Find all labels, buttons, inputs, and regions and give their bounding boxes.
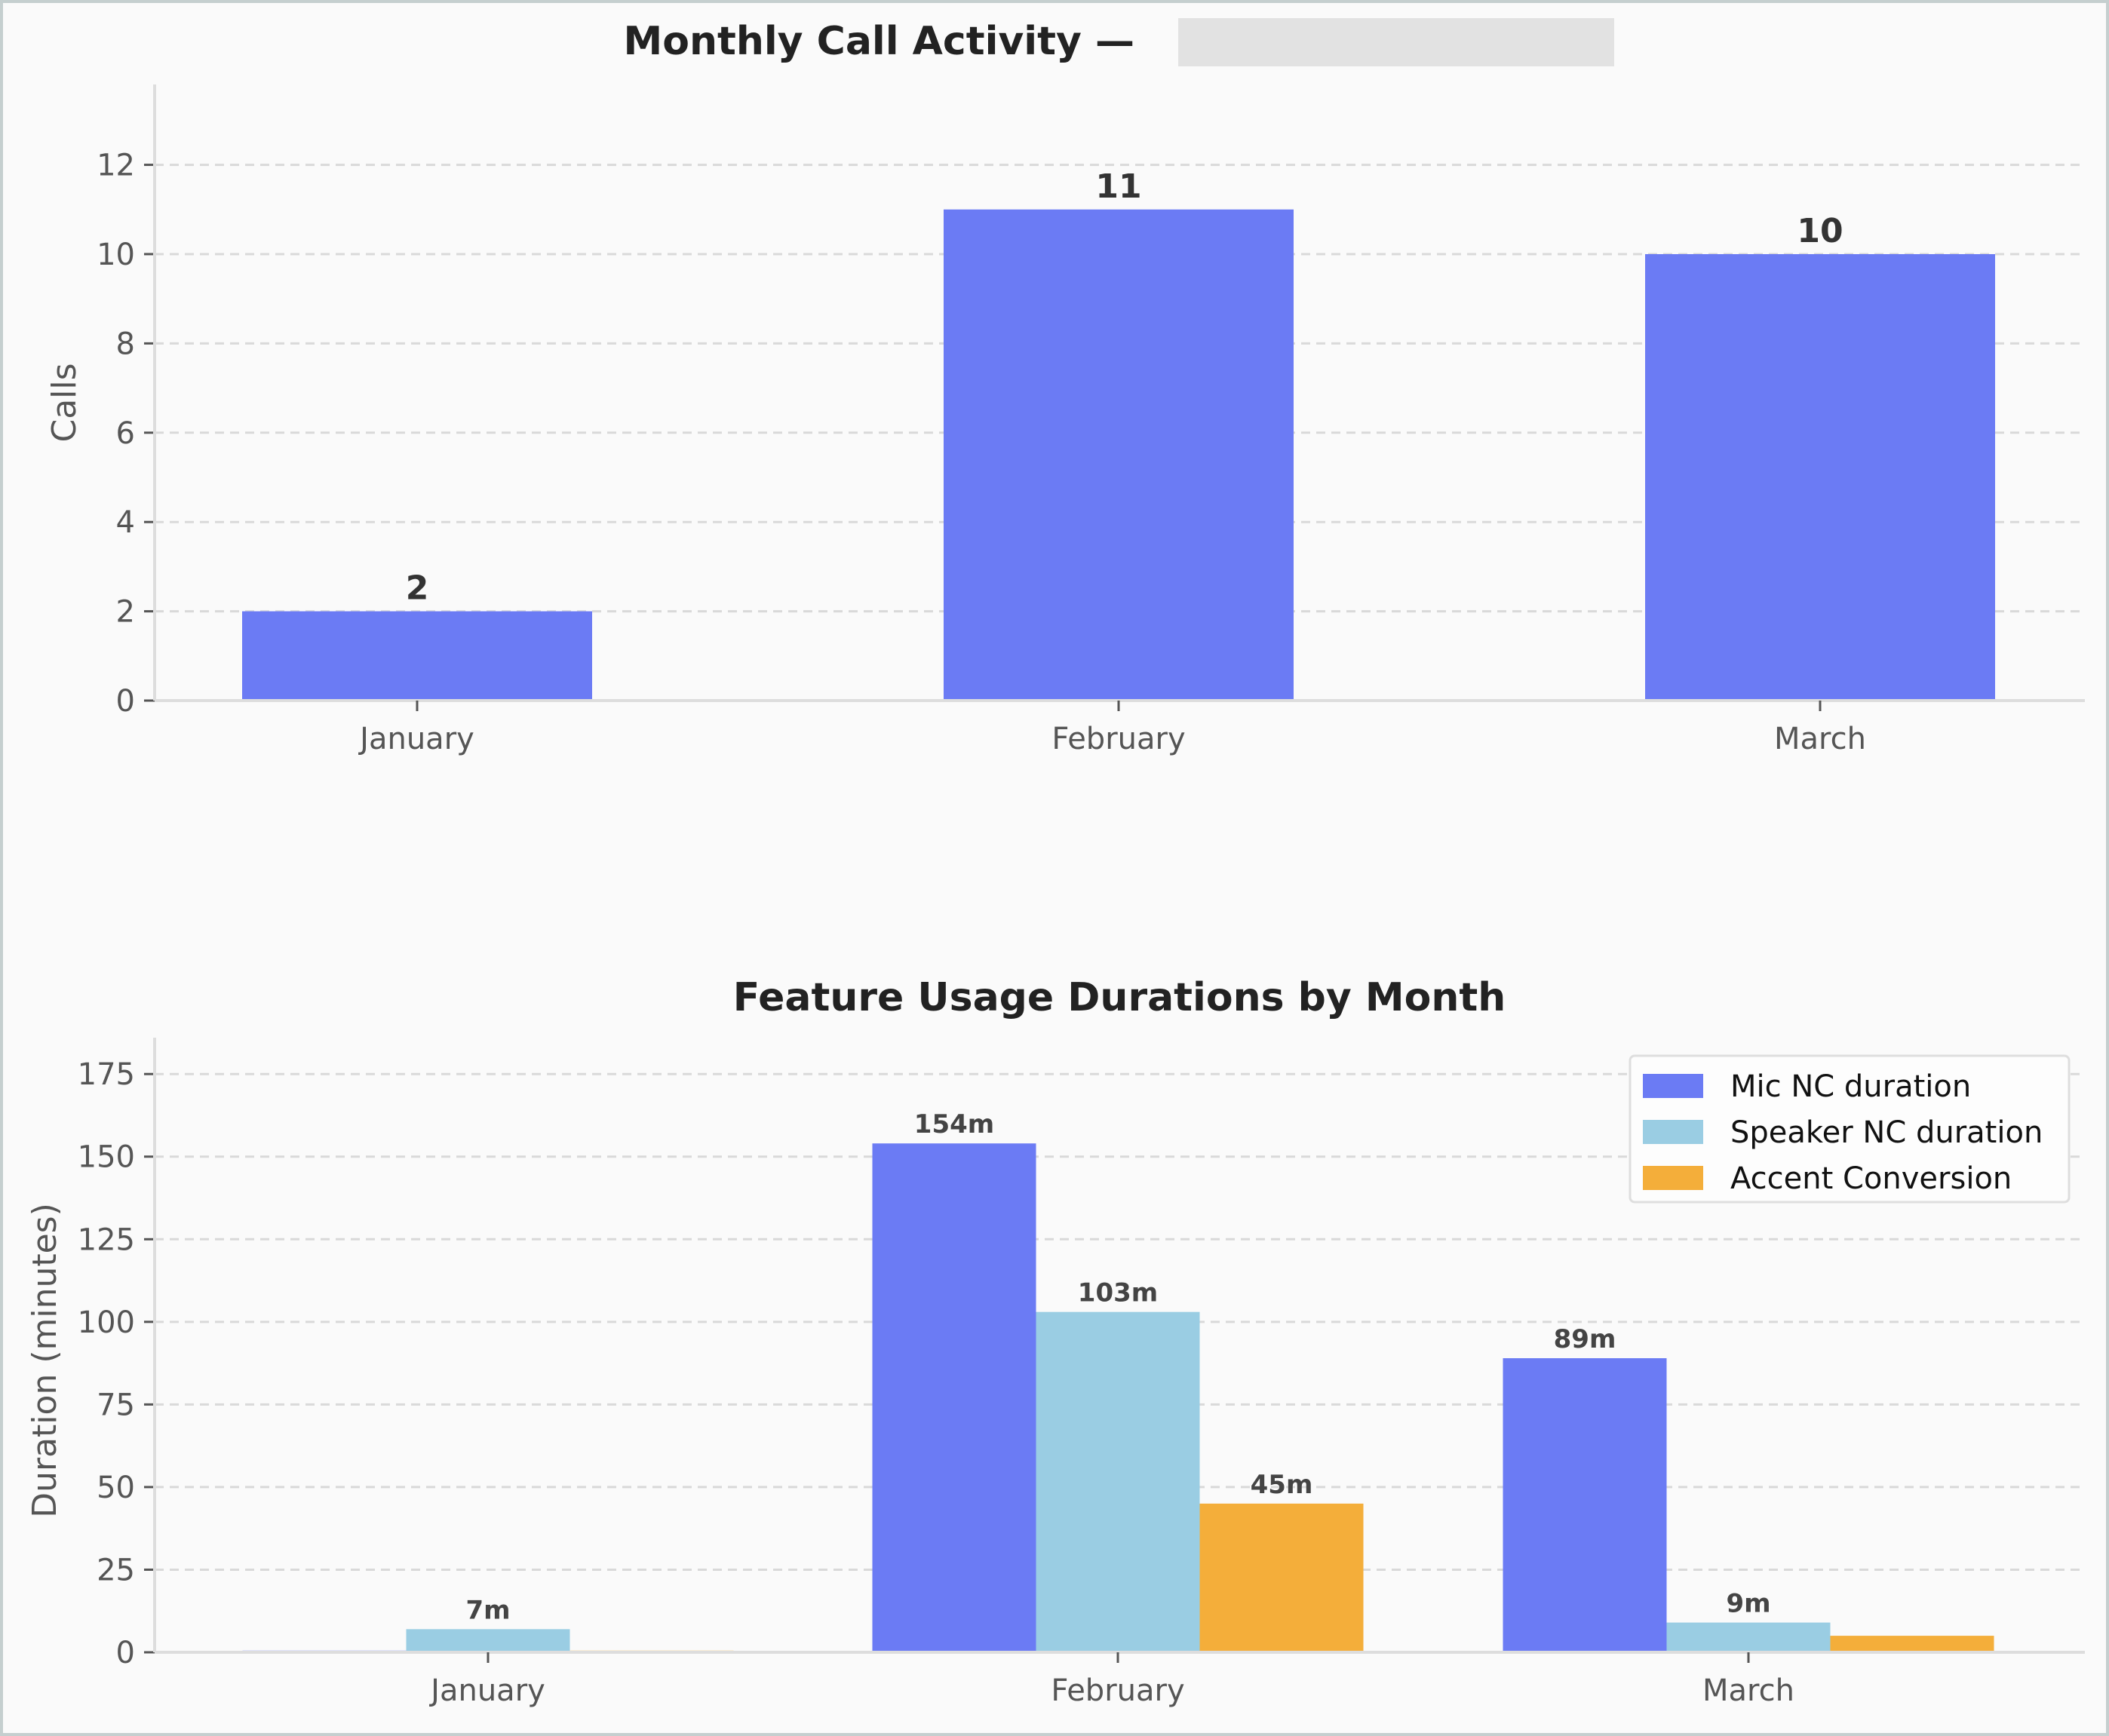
accent-conversion-bar-march: [1831, 1636, 1994, 1652]
bottom-y-tick-label: 50: [97, 1471, 135, 1505]
legend-swatch-mic: [1643, 1074, 1703, 1098]
top-y-tick-label: 12: [97, 149, 135, 183]
bottom-y-tick-label: 100: [78, 1305, 135, 1340]
bottom-y-tick-label: 0: [116, 1636, 135, 1670]
top-bars: 2 11 10: [242, 167, 1995, 701]
calls-bar-label: 10: [1797, 212, 1843, 250]
bottom-x-tick-label-march: March: [1702, 1673, 1794, 1708]
duration-bar-label: 154m: [914, 1109, 994, 1139]
duration-bar-label: 7m: [465, 1595, 510, 1625]
speaker-nc-duration-bar-march: [1667, 1623, 1831, 1652]
legend-swatch-speaker: [1643, 1120, 1703, 1144]
top-y-axis-label: Calls: [45, 363, 84, 442]
calls-bar-label: 11: [1095, 167, 1141, 206]
redacted-title-region: [1178, 18, 1614, 66]
legend-label-speaker: Speaker NC duration: [1730, 1115, 2043, 1150]
bottom-y-tick-label: 25: [97, 1553, 135, 1587]
top-y-tick-label: 4: [116, 505, 135, 540]
calls-bar-label: 2: [406, 569, 429, 608]
top-x-tick-label-february: February: [1051, 722, 1185, 756]
top-y-tick-label: 6: [116, 416, 135, 451]
feature-usage-durations-chart: 154m 89m 7m 103m 9m 45m 0 25 50 75 100 125 150 175 Ja…: [26, 975, 2085, 1708]
legend: Mic NC duration Speaker NC duration Accent…: [1630, 1056, 2069, 1202]
calls-bar-february: [944, 210, 1294, 701]
top-y-tick-label: 8: [116, 327, 135, 361]
duration-bar-label: 45m: [1251, 1470, 1313, 1500]
top-chart-title: Monthly Call Activity —: [623, 19, 1134, 64]
legend-swatch-accent: [1643, 1166, 1703, 1190]
mic-nc-duration-bar-march: [1503, 1358, 1667, 1652]
bottom-y-tick-label: 75: [97, 1388, 135, 1422]
top-x-tick-label-january: January: [358, 722, 474, 756]
top-x-tick-label-march: March: [1774, 722, 1866, 756]
mic-nc-duration-bar-february: [873, 1143, 1036, 1652]
bottom-y-tick-label: 125: [78, 1222, 135, 1257]
speaker-nc-duration-bar-february: [1036, 1312, 1200, 1652]
top-y-tick-label: 2: [116, 595, 135, 630]
bottom-x-tick-label-february: February: [1051, 1673, 1184, 1708]
bottom-y-tick-label: 150: [78, 1140, 135, 1175]
bottom-chart-title: Feature Usage Durations by Month: [733, 975, 1506, 1020]
calls-bar-march: [1645, 254, 1995, 701]
top-y-tick-label: 10: [97, 238, 135, 272]
figure: 2 11 10 0 2 4 6 8 10 12 January February March Mont…: [3, 3, 2106, 1733]
calls-bar-january: [242, 612, 592, 701]
duration-bar-label: 9m: [1726, 1589, 1770, 1619]
monthly-call-activity-chart: 2 11 10 0 2 4 6 8 10 12 January February March Mont…: [45, 18, 2085, 756]
speaker-nc-duration-bar-january: [407, 1629, 570, 1652]
bottom-y-tick-label: 175: [78, 1057, 135, 1092]
top-y-tick-label: 0: [116, 684, 135, 719]
figure-canvas: 2 11 10 0 2 4 6 8 10 12 January February March Mont…: [3, 3, 2106, 1733]
legend-label-accent: Accent Conversion: [1730, 1161, 2012, 1196]
bottom-x-tick-label-january: January: [428, 1673, 545, 1708]
bottom-y-axis-label: Duration (minutes): [26, 1203, 64, 1518]
duration-bar-label: 89m: [1554, 1324, 1616, 1354]
legend-label-mic: Mic NC duration: [1730, 1069, 1971, 1104]
accent-conversion-bar-february: [1200, 1504, 1364, 1652]
duration-bar-label: 103m: [1078, 1278, 1158, 1308]
